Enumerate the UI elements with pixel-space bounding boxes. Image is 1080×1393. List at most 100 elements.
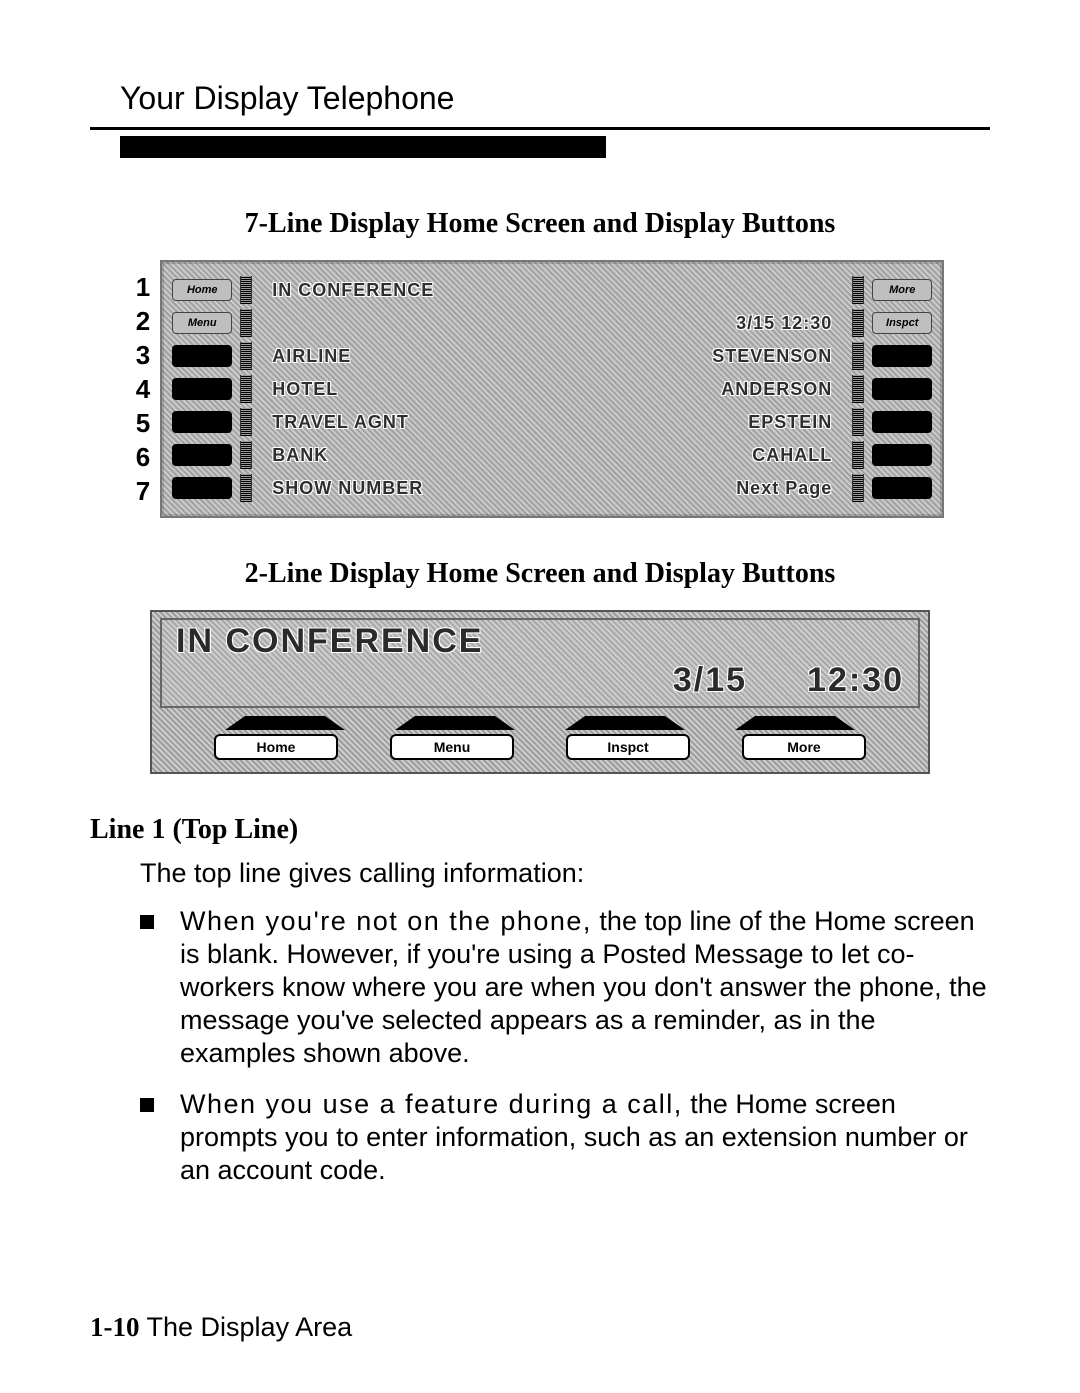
separator-icon: [852, 375, 864, 403]
screen-row-left-text: SHOW NUMBER: [272, 478, 423, 499]
row-number: 7: [136, 476, 150, 506]
screen-row-left-text: HOTEL: [272, 379, 338, 400]
separator-icon: [240, 375, 252, 403]
screen-row-left-text: BANK: [272, 445, 328, 466]
display-2line-button-row: Home Menu Inspct More: [160, 734, 920, 760]
separator-icon: [240, 309, 252, 337]
arrow-tab-icon: [735, 716, 855, 730]
display-7line-screen-row: BANK CAHALL: [260, 441, 844, 469]
line-key-left-button[interactable]: [172, 444, 232, 466]
display-7line-row: AIRLINE STEVENSON: [172, 341, 932, 371]
separator-icon: [240, 408, 252, 436]
row-number: 4: [136, 374, 150, 404]
line-key-right-button[interactable]: [872, 411, 932, 433]
body-lead-text: The top line gives calling information:: [140, 858, 990, 889]
display-2line-figure: IN CONFERENCE 3/15 12:30: [90, 610, 990, 774]
body-subhead: Line 1 (Top Line): [90, 814, 990, 846]
display-7line-screen-row: TRAVEL AGNT EPSTEIN: [260, 408, 844, 436]
display-7line-row: TRAVEL AGNT EPSTEIN: [172, 407, 932, 437]
display-7line-row: Home IN CONFERENCE More: [172, 275, 932, 305]
body-bullet: When you use a feature during a call, th…: [140, 1088, 990, 1187]
display-7line-row: Menu 3/15 12:30 Inspct: [172, 308, 932, 338]
display-7line-screen-row: AIRLINE STEVENSON: [260, 342, 844, 370]
screen-row-right-text: 3/15 12:30: [736, 313, 832, 334]
display-7line-row-numbers: 1 2 3 4 5 6 7: [136, 260, 160, 518]
line-key-right-button[interactable]: [872, 345, 932, 367]
display-7line-screen-row: 3/15 12:30: [260, 309, 844, 337]
bullet-lead: When you're not on the phone,: [180, 906, 592, 936]
softkey-home-button[interactable]: Home: [214, 734, 338, 760]
softkey-inspct-button[interactable]: Inspct: [566, 734, 690, 760]
header-black-bar: [120, 136, 606, 158]
row-number: 5: [136, 408, 150, 438]
arrow-tab-icon: [225, 716, 345, 730]
section-2line-title: 2-Line Display Home Screen and Display B…: [90, 558, 990, 590]
bullet-square-icon: [140, 1098, 154, 1112]
display-7line-screen-row: IN CONFERENCE: [260, 276, 844, 304]
display-2line-panel: IN CONFERENCE 3/15 12:30: [150, 610, 930, 774]
softkey-left-label-button[interactable]: Home: [172, 279, 232, 301]
separator-icon: [240, 276, 252, 304]
softkey-menu-button[interactable]: Menu: [390, 734, 514, 760]
bullet-lead: When you use a feature during a call,: [180, 1089, 683, 1119]
display-2line-line1: IN CONFERENCE: [176, 622, 904, 661]
body-bullet: When you're not on the phone, the top li…: [140, 905, 990, 1070]
screen-row-left-text: AIRLINE: [272, 346, 351, 367]
display-2line-screen: IN CONFERENCE 3/15 12:30: [160, 618, 920, 708]
section-7line-title: 7-Line Display Home Screen and Display B…: [90, 208, 990, 240]
softkey-more-button[interactable]: More: [742, 734, 866, 760]
display-2line-line2: 3/15 12:30: [176, 661, 904, 700]
separator-icon: [852, 408, 864, 436]
separator-icon: [240, 441, 252, 469]
display-7line-figure: 1 2 3 4 5 6 7 Home IN CONFERENCE More Menu 3…: [90, 260, 990, 518]
line-key-right-button[interactable]: [872, 444, 932, 466]
separator-icon: [852, 474, 864, 502]
page-header-title: Your Display Telephone: [90, 80, 990, 117]
row-number: 2: [136, 306, 150, 336]
screen-row-right-text: STEVENSON: [712, 346, 832, 367]
header-rule: [90, 127, 990, 130]
line-key-left-button[interactable]: [172, 378, 232, 400]
display-2line-time: 12:30: [807, 661, 904, 700]
separator-icon: [240, 474, 252, 502]
row-number: 3: [136, 340, 150, 370]
softkey-right-label-button[interactable]: More: [872, 279, 932, 301]
display-2line-date: 3/15: [673, 661, 747, 700]
display-7line-screen-row: SHOW NUMBER Next Page: [260, 474, 844, 502]
line-key-right-button[interactable]: [872, 378, 932, 400]
display-7line-row: BANK CAHALL: [172, 440, 932, 470]
display-7line-panel: Home IN CONFERENCE More Menu 3/15 12:30 Inspc…: [160, 260, 944, 518]
softkey-left-label-button[interactable]: Menu: [172, 312, 232, 334]
separator-icon: [852, 309, 864, 337]
body-section: Line 1 (Top Line) The top line gives cal…: [90, 814, 990, 1187]
bullet-text: When you're not on the phone, the top li…: [180, 905, 990, 1070]
separator-icon: [852, 342, 864, 370]
separator-icon: [852, 276, 864, 304]
page-footer: 1-10 The Display Area: [90, 1312, 352, 1343]
screen-row-right-text: ANDERSON: [721, 379, 832, 400]
softkey-right-label-button[interactable]: Inspct: [872, 312, 932, 334]
separator-icon: [240, 342, 252, 370]
separator-icon: [852, 441, 864, 469]
row-number: 1: [136, 272, 150, 302]
line-key-left-button[interactable]: [172, 345, 232, 367]
display-7line-row: HOTEL ANDERSON: [172, 374, 932, 404]
line-key-left-button[interactable]: [172, 411, 232, 433]
row-number: 6: [136, 442, 150, 472]
screen-row-left-text: TRAVEL AGNT: [272, 412, 409, 433]
bullet-square-icon: [140, 915, 154, 929]
footer-page-number: 1-10: [90, 1312, 140, 1342]
line-key-right-button[interactable]: [872, 477, 932, 499]
screen-row-left-text: IN CONFERENCE: [272, 280, 434, 301]
display-7line-screen-row: HOTEL ANDERSON: [260, 375, 844, 403]
line-key-left-button[interactable]: [172, 477, 232, 499]
arrow-tab-icon: [565, 716, 685, 730]
screen-row-right-text: EPSTEIN: [748, 412, 832, 433]
screen-row-right-text: Next Page: [736, 478, 832, 499]
arrow-tab-icon: [395, 716, 515, 730]
bullet-text: When you use a feature during a call, th…: [180, 1088, 990, 1187]
screen-row-right-text: CAHALL: [752, 445, 832, 466]
display-2line-arrow-row: [160, 716, 920, 730]
footer-text: The Display Area: [147, 1312, 353, 1342]
display-7line-row: SHOW NUMBER Next Page: [172, 473, 932, 503]
